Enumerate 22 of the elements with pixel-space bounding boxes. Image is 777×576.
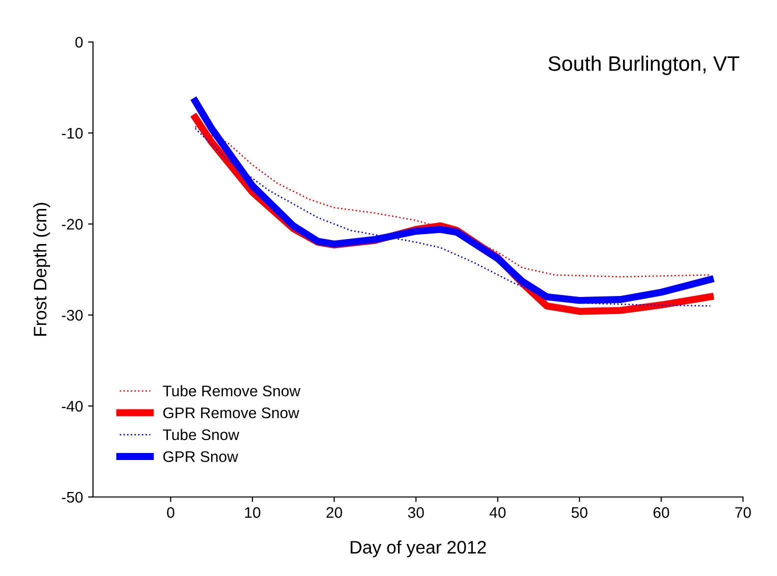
y-axis-title: Frost Depth (cm) [33, 202, 50, 336]
y-tick-label: -50 [62, 492, 83, 503]
y-tick-label: -20 [62, 218, 83, 230]
legend-label: Tube Snow [162, 428, 240, 440]
x-tick-label: 70 [735, 507, 751, 518]
x-tick-label: 40 [490, 507, 506, 518]
x-axis-title: Day of year 2012 [350, 540, 486, 558]
annotation: South Burlington, VT [548, 56, 740, 76]
y-tick-label: -30 [62, 310, 83, 321]
y-tick-label: -40 [62, 400, 83, 412]
legend-label: Tube Remove Snow [162, 385, 300, 396]
x-tick-label: 50 [572, 507, 588, 518]
x-tick-label: 10 [245, 507, 260, 518]
y-tick-label: -10 [62, 128, 83, 139]
y-tick-label: 0 [75, 36, 83, 48]
x-tick-label: 30 [408, 507, 424, 518]
legend-label: GPR Snow [163, 451, 238, 462]
x-tick-label: 20 [326, 507, 342, 518]
legend-label: GPR Remove Snow [163, 407, 300, 418]
x-tick-label: 0 [167, 507, 174, 518]
line-series [194, 126, 711, 278]
x-tick-label: 60 [654, 507, 670, 518]
